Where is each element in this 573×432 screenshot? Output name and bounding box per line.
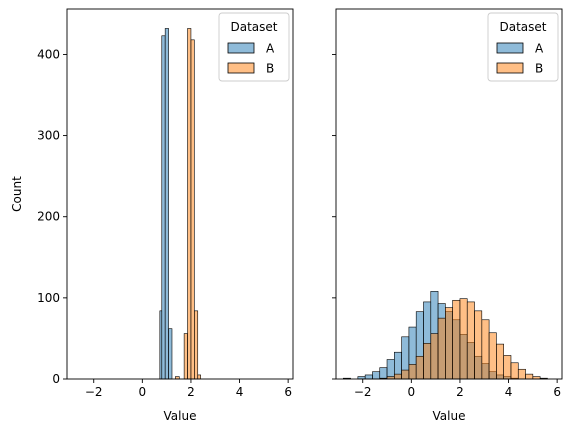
legend-swatch-b <box>227 62 255 74</box>
x-tick-label: 2 <box>456 385 464 399</box>
histogram-bar-b-22 <box>503 355 512 380</box>
legend-label-b: B <box>266 62 274 76</box>
histogram-bar-b-9 <box>408 364 417 380</box>
y-tick-label: 0 <box>52 372 60 386</box>
legend: Dataset AB <box>218 12 290 82</box>
x-tick-label: 0 <box>139 385 147 399</box>
histogram-bar-b-3 <box>190 39 195 380</box>
histogram-bar-b-4 <box>194 310 199 380</box>
y-axis-label: Count <box>10 176 24 212</box>
histogram-bar-a-1 <box>161 35 166 380</box>
histogram-bar-b-20 <box>488 332 497 380</box>
x-tick-label: 4 <box>505 385 513 399</box>
legend-swatch-a <box>496 42 524 54</box>
histogram-bar-b-13 <box>437 317 446 380</box>
chart-panel-left: −2 0 2 4 6 0 100 200 300 400 Value Count Dataset AB <box>10 8 294 423</box>
histogram-bar-b-18 <box>474 310 483 380</box>
histogram-bar-b-5 <box>197 374 201 380</box>
x-tick-label: 2 <box>187 385 195 399</box>
x-tick-label: 6 <box>284 385 292 399</box>
histogram-bar-b-7 <box>394 373 402 380</box>
legend-label-a: A <box>535 42 544 56</box>
bars-group <box>159 28 201 380</box>
y-tick-label: 100 <box>37 291 60 305</box>
histogram-bar-b-8 <box>401 369 410 380</box>
x-tick-label: 6 <box>553 385 561 399</box>
histogram-bar-b-12 <box>430 333 439 380</box>
x-tick-label: −2 <box>85 385 103 399</box>
histogram-bar-b-2 <box>187 28 192 380</box>
x-tick-label: 4 <box>236 385 244 399</box>
legend-swatch-b <box>496 62 524 74</box>
histogram-bar-b-21 <box>496 343 504 380</box>
histogram-bar-b-19 <box>481 319 490 380</box>
x-axis-label: Value <box>164 409 197 423</box>
legend-title: Dataset <box>500 20 547 34</box>
histogram-bar-b-10 <box>415 355 424 380</box>
histogram-bar-b-23 <box>510 362 519 380</box>
histogram-bar-b-15 <box>452 299 461 380</box>
histogram-bar-a-3 <box>168 328 173 380</box>
legend: Dataset AB <box>487 12 559 82</box>
histogram-bar-a-2 <box>164 28 169 380</box>
x-axis-label: Value <box>433 409 466 423</box>
axes-frame <box>66 8 294 380</box>
x-tick-label: −2 <box>354 385 372 399</box>
legend-label-b: B <box>535 62 543 76</box>
legend-title: Dataset <box>231 20 278 34</box>
legend-label-a: A <box>266 42 275 56</box>
histogram-bar-a-3 <box>364 374 373 380</box>
histogram-bar-b-11 <box>423 342 432 380</box>
histogram-bar-b-25 <box>525 373 534 380</box>
legend-swatch-a <box>227 42 255 54</box>
histogram-bar-b-24 <box>517 368 526 380</box>
histogram-bar-a-6 <box>386 359 395 380</box>
bars-group <box>342 291 548 380</box>
histogram-bar-b-17 <box>466 301 475 380</box>
y-tick-label: 200 <box>37 210 60 224</box>
histogram-bar-b-16 <box>459 298 468 380</box>
x-tick-label: 0 <box>408 385 416 399</box>
y-tick-label: 300 <box>37 129 60 143</box>
histogram-bar-b-1 <box>183 333 188 380</box>
y-tick-label: 400 <box>37 47 60 61</box>
histogram-bar-a-4 <box>372 371 381 380</box>
histogram-bar-b-14 <box>445 307 453 380</box>
histogram-bar-a-5 <box>379 367 388 380</box>
axes-frame <box>335 8 563 380</box>
chart-panel-right: −2 0 2 4 6 Value Dataset AB <box>332 8 563 423</box>
